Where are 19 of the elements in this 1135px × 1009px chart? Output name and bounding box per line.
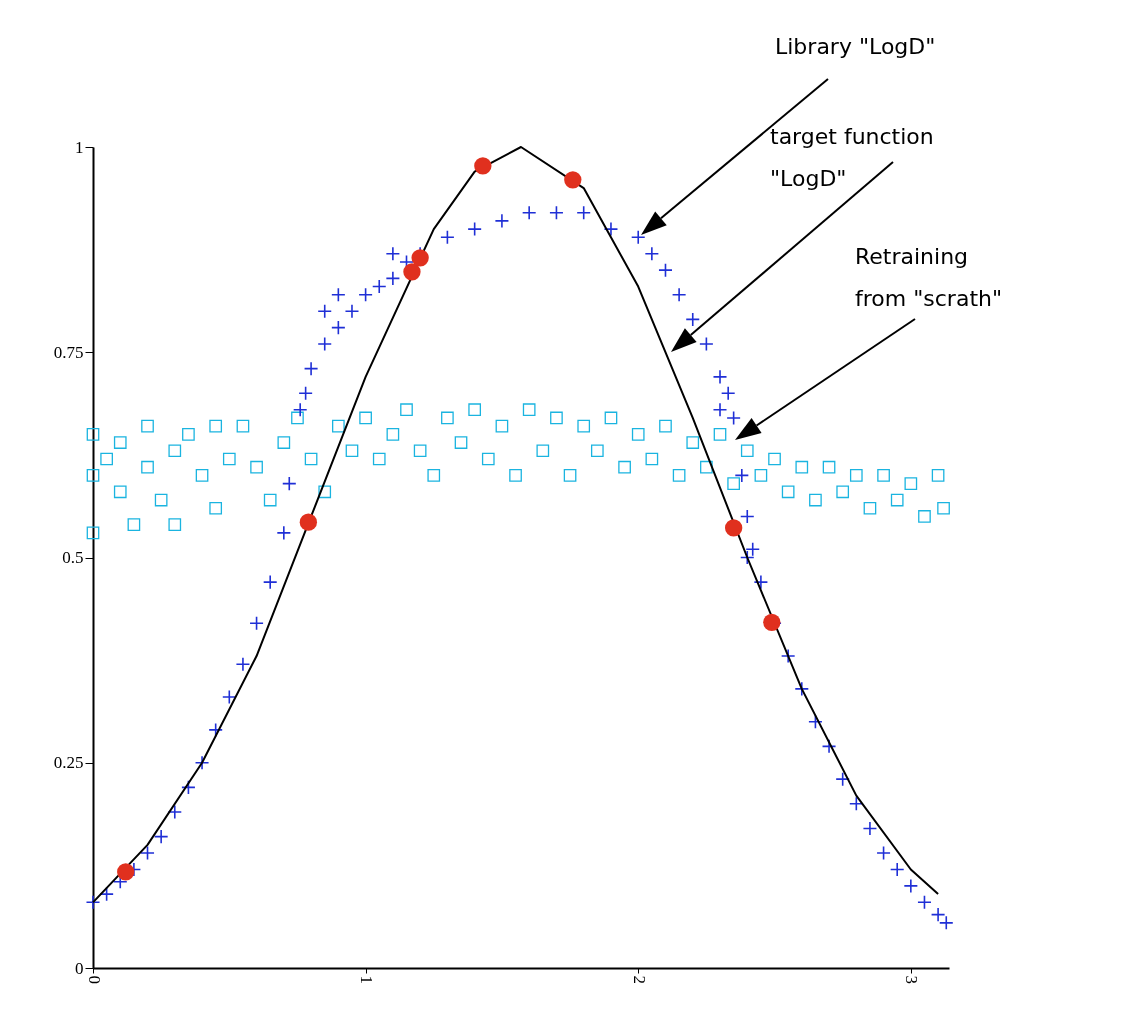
point xyxy=(564,171,582,189)
point xyxy=(474,157,492,175)
y-tick-label: 0.25 xyxy=(53,753,84,773)
text: Library "LogD" xyxy=(775,34,936,59)
y-tick-label: 1 xyxy=(75,137,84,157)
x-tick-label: 0 xyxy=(84,975,104,984)
point xyxy=(763,613,781,631)
y-tick-label: 0.5 xyxy=(62,548,84,567)
annotation: target function "LogD" xyxy=(770,124,934,191)
x-tick-label: 1 xyxy=(357,975,377,984)
point xyxy=(411,249,429,267)
point xyxy=(117,863,135,881)
point xyxy=(299,513,318,531)
y-tick-label: 0.75 xyxy=(53,342,84,362)
x-tick-label: 2 xyxy=(629,975,649,984)
point xyxy=(724,519,743,537)
annotation: Retraining from "scrath" xyxy=(855,244,1003,311)
x-tick-label: 3 xyxy=(902,975,922,984)
point xyxy=(403,263,421,281)
